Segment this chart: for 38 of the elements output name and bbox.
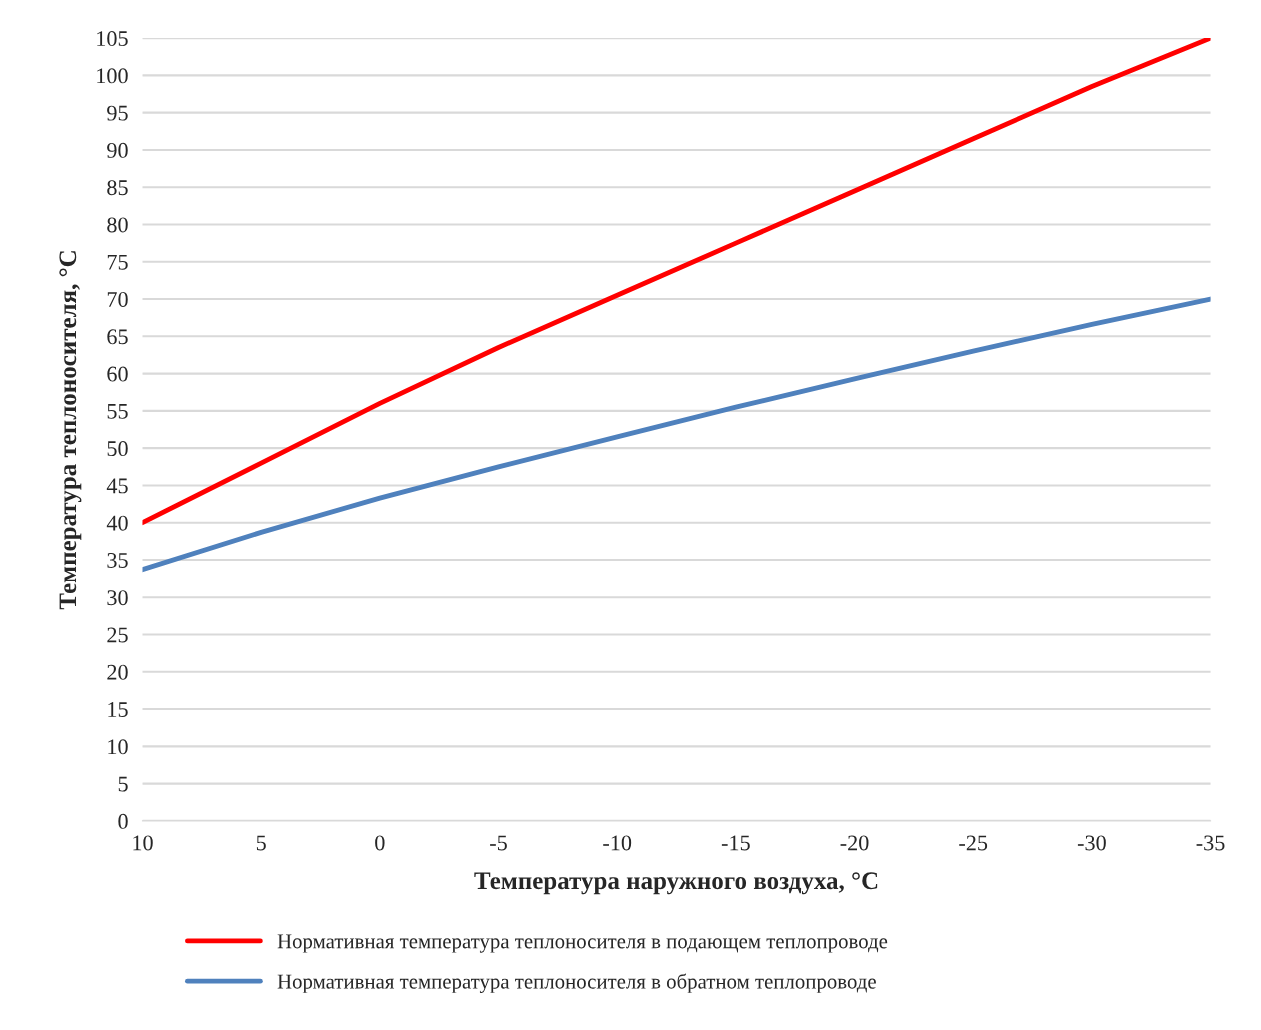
y-tick-label: 65 xyxy=(107,329,128,345)
y-tick-label: 60 xyxy=(107,366,128,382)
x-tick-label: -20 xyxy=(840,835,869,851)
y-tick-label: 35 xyxy=(107,552,128,568)
y-tick-label: 100 xyxy=(97,68,128,84)
x-tick-label: 5 xyxy=(256,835,266,851)
x-tick-label: -10 xyxy=(603,835,632,851)
y-tick-label: 95 xyxy=(107,105,128,121)
y-tick-label: 55 xyxy=(107,404,128,419)
x-tick-label: -30 xyxy=(1077,835,1106,851)
line-series xyxy=(142,38,1211,526)
y-tick-label: 0 xyxy=(118,813,128,829)
y-tick-label: 85 xyxy=(107,180,128,196)
y-tick-label: 45 xyxy=(106,478,128,494)
y-tick-label: 90 xyxy=(107,142,128,158)
x-tick-label: -5 xyxy=(490,835,507,851)
y-tick-label: 25 xyxy=(107,627,128,643)
y-tick-label: 40 xyxy=(106,515,128,531)
y-tick-label: 5 xyxy=(118,776,128,792)
y-tick-label: 10 xyxy=(108,739,128,755)
y-axis-title: Температура теплоносителя, °C xyxy=(59,251,82,610)
y-tick-label: 105 xyxy=(97,31,128,47)
x-tick-label: -35 xyxy=(1196,835,1225,851)
x-tick-label: -25 xyxy=(959,835,988,851)
y-tick-label: 70 xyxy=(107,291,128,307)
y-tick-label: 50 xyxy=(107,441,128,457)
y-tick-label: 20 xyxy=(107,664,128,680)
y-tick-label: 15 xyxy=(108,702,128,718)
x-tick-label: 0 xyxy=(375,835,385,851)
x-tick-label: -15 xyxy=(721,835,750,851)
x-tick-label: 10 xyxy=(133,835,153,851)
y-tick-label: 30 xyxy=(107,590,128,606)
legend-label: Нормативная температура теплоносителя в подающем теплопроводе xyxy=(277,934,888,953)
y-tick-label: 75 xyxy=(107,254,128,270)
x-axis-title: Температура наружного воздуха, °C xyxy=(474,872,878,895)
legend-label: Нормативная температура теплоносителя в обратном теплопроводе xyxy=(277,973,876,993)
line-series xyxy=(142,296,1211,573)
y-tick-label: 80 xyxy=(107,217,128,233)
